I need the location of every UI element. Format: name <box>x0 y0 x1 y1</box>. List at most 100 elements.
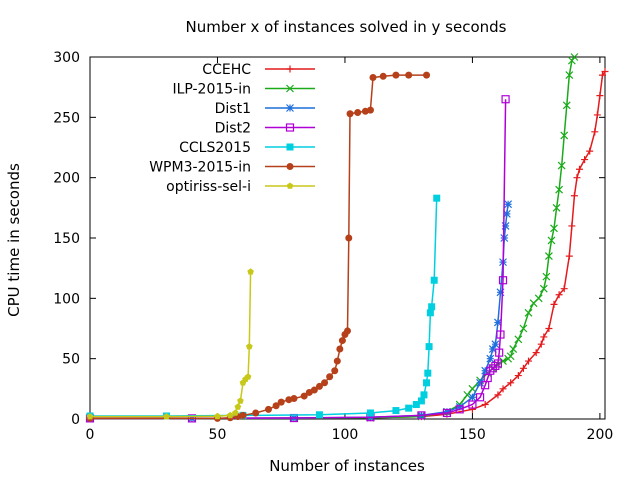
data-point <box>501 222 510 230</box>
data-point <box>576 165 584 173</box>
data-point <box>560 131 569 140</box>
legend-item: ILP-2015-in <box>172 82 315 98</box>
data-point <box>498 276 508 285</box>
legend-item: CCLS2015 <box>179 140 315 156</box>
data-point <box>560 285 568 293</box>
legend-marker <box>286 84 294 93</box>
data-point <box>486 354 495 363</box>
data-point <box>277 398 285 406</box>
x-tick-label: 0 <box>86 427 95 443</box>
legend-item: Dist1 <box>215 101 315 117</box>
series-dist2 <box>85 95 510 423</box>
data-point <box>417 397 425 405</box>
data-point <box>247 268 254 275</box>
data-point <box>494 391 502 399</box>
data-point <box>499 385 507 393</box>
data-point <box>481 401 489 409</box>
legend-item: Dist2 <box>215 121 315 137</box>
data-point <box>519 324 528 333</box>
data-point <box>290 394 298 402</box>
data-point <box>331 367 339 375</box>
legend-label: Dist1 <box>215 101 251 117</box>
legend-marker <box>286 104 294 112</box>
data-point <box>344 327 351 335</box>
data-point <box>506 352 515 361</box>
data-point <box>315 382 323 390</box>
data-point <box>532 349 540 357</box>
data-point <box>568 222 576 230</box>
data-point <box>86 413 94 420</box>
data-point <box>417 411 426 420</box>
data-point <box>392 407 400 415</box>
legend-marker <box>286 182 294 189</box>
data-point <box>542 272 551 281</box>
data-point <box>455 403 464 411</box>
data-point <box>488 364 497 373</box>
data-point <box>502 209 511 218</box>
data-point <box>264 405 272 413</box>
y-tick-label: 50 <box>62 352 80 368</box>
series-wpm3-2015-in <box>86 71 431 422</box>
data-point <box>475 393 485 402</box>
x-axis-label: Number of instances <box>269 457 425 475</box>
data-point <box>405 404 413 412</box>
legend-label: WPM3-2015-in <box>149 160 251 176</box>
legend-marker <box>286 143 294 151</box>
data-point <box>412 401 420 409</box>
data-point <box>555 291 563 299</box>
data-point <box>573 174 581 182</box>
data-point <box>244 373 252 380</box>
data-point <box>420 391 428 399</box>
x-tick-label: 50 <box>209 427 227 443</box>
y-tick-label: 100 <box>53 291 80 307</box>
y-axis-label: CPU time in seconds <box>5 163 23 317</box>
data-point <box>442 408 452 418</box>
data-point <box>539 284 548 293</box>
data-point <box>555 185 564 194</box>
data-point <box>333 357 341 365</box>
data-point <box>537 340 545 348</box>
data-point <box>514 335 523 344</box>
data-point <box>326 373 334 381</box>
data-point <box>423 71 431 79</box>
data-point <box>310 386 318 394</box>
legend-label: ILP-2015-in <box>172 82 251 98</box>
legend-label: Dist2 <box>215 121 251 137</box>
chart-title: Number x of instances solved in y second… <box>186 18 507 36</box>
data-point <box>428 303 436 311</box>
data-point <box>346 110 354 118</box>
data-point <box>496 330 505 339</box>
data-point <box>544 252 553 261</box>
data-point <box>598 71 606 79</box>
data-point <box>336 345 344 353</box>
data-point <box>547 236 556 245</box>
data-point <box>468 405 476 413</box>
data-point <box>486 366 495 375</box>
data-point <box>379 72 387 80</box>
data-point <box>491 340 500 349</box>
data-point <box>562 101 571 110</box>
data-point <box>300 392 308 400</box>
series-dist1 <box>86 200 513 423</box>
legend-item: optiriss-sel-i <box>166 179 315 195</box>
data-point <box>495 348 504 357</box>
legend-marker <box>286 65 294 73</box>
data-point <box>425 343 433 351</box>
data-point <box>593 111 601 119</box>
data-point <box>239 411 247 419</box>
data-point <box>237 397 244 404</box>
data-point <box>552 203 561 212</box>
data-point <box>524 308 533 317</box>
data-point <box>214 412 221 420</box>
data-point <box>443 407 451 416</box>
data-point <box>476 378 484 387</box>
series-line <box>90 271 252 418</box>
data-point <box>570 192 578 200</box>
data-point <box>338 337 346 345</box>
legend-label: CCLS2015 <box>179 140 251 156</box>
series-line <box>90 204 509 420</box>
data-point <box>540 333 548 341</box>
legend-label: CCEHC <box>202 62 251 78</box>
data-point <box>501 95 510 104</box>
data-point <box>405 71 413 79</box>
